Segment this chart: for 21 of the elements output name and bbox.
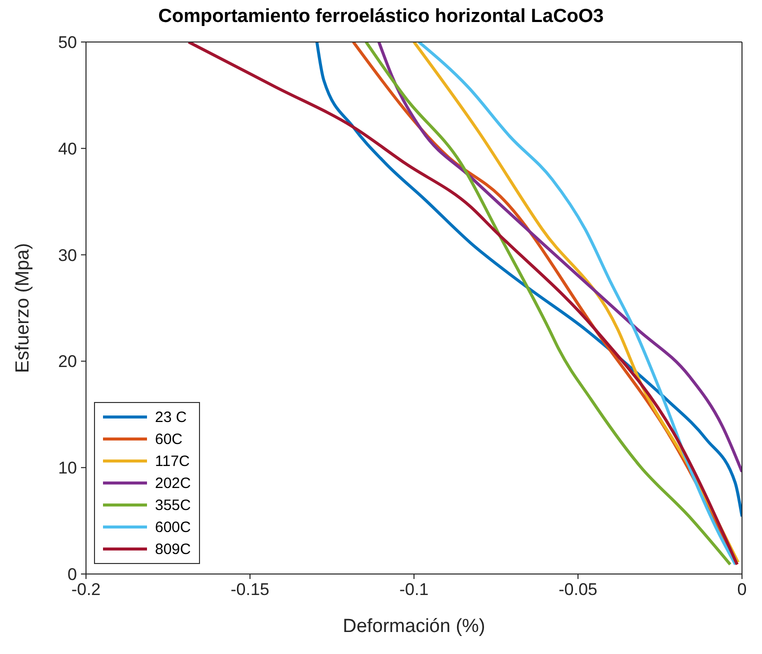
legend-label: 355C (155, 496, 191, 514)
legend-label: 23 C (155, 408, 187, 426)
line-series (377, 42, 742, 474)
chart-title: Comportamiento ferroelástico horizontal LaCoO3 (157, 6, 605, 28)
legend-label: 600C (155, 518, 191, 536)
line-series (315, 42, 742, 518)
legend-label: 809C (155, 540, 191, 558)
x-tick-label: -0.05 (558, 580, 598, 600)
x-tick-label: 0 (737, 580, 747, 600)
y-tick-label: 30 (58, 246, 77, 265)
legend-label: 117C (155, 452, 190, 470)
y-axis-title: Esfuerzo (Mpa) (12, 243, 34, 373)
legend-label: 60C (155, 430, 183, 448)
x-tick-label: -0.1 (399, 580, 429, 600)
y-tick-label: 10 (58, 458, 77, 478)
y-tick-label: 40 (58, 139, 77, 158)
y-tick-label: 20 (58, 352, 77, 372)
x-axis-title: Deformación (%) (342, 616, 486, 637)
legend-label: 202C (155, 474, 191, 492)
y-tick-label: 50 (58, 33, 77, 52)
x-tick-label: -0.15 (230, 580, 270, 600)
